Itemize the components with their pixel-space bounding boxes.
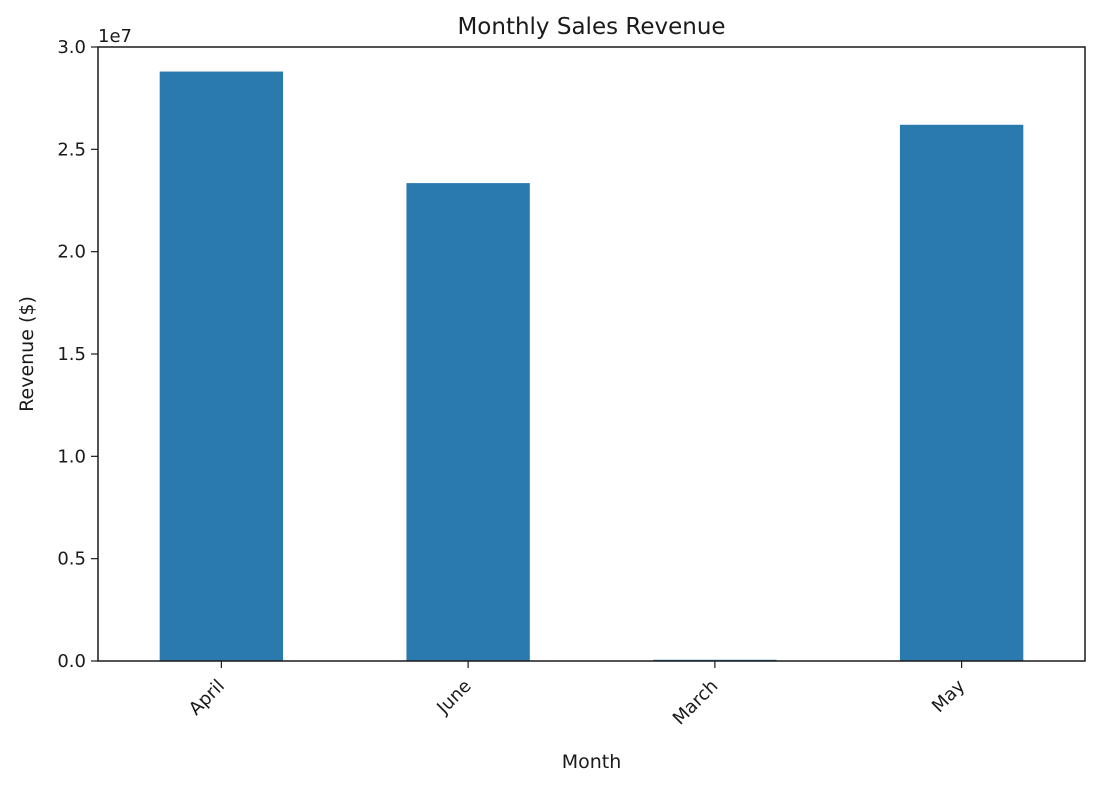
y-tick-label: 2.5: [57, 139, 86, 160]
x-tick-label: March: [669, 676, 723, 730]
y-axis-label: Revenue ($): [16, 296, 38, 412]
y-tick-label: 2.0: [57, 242, 86, 263]
y-tick-label: 0.5: [57, 549, 86, 570]
y-tick-label: 1.5: [57, 344, 86, 365]
y-offset-label: 1e7: [98, 26, 132, 47]
bar-june: [406, 183, 530, 661]
x-axis-label: Month: [562, 751, 622, 773]
y-tick-label: 0.0: [57, 651, 86, 672]
x-tick-label: April: [185, 676, 229, 720]
y-tick-label: 3.0: [57, 37, 86, 58]
y-tick-label: 1.0: [57, 446, 86, 467]
chart-title: Monthly Sales Revenue: [457, 14, 725, 40]
bar-april: [159, 71, 284, 661]
bar-may: [899, 124, 1024, 662]
y-axis: 0.0 0.5 1.0 1.5 2.0 2.5 3.0: [57, 37, 98, 672]
x-axis: April June March May: [185, 661, 969, 729]
plot-area: [159, 71, 1024, 662]
x-tick-label: June: [432, 676, 475, 719]
x-tick-label: May: [928, 675, 969, 716]
